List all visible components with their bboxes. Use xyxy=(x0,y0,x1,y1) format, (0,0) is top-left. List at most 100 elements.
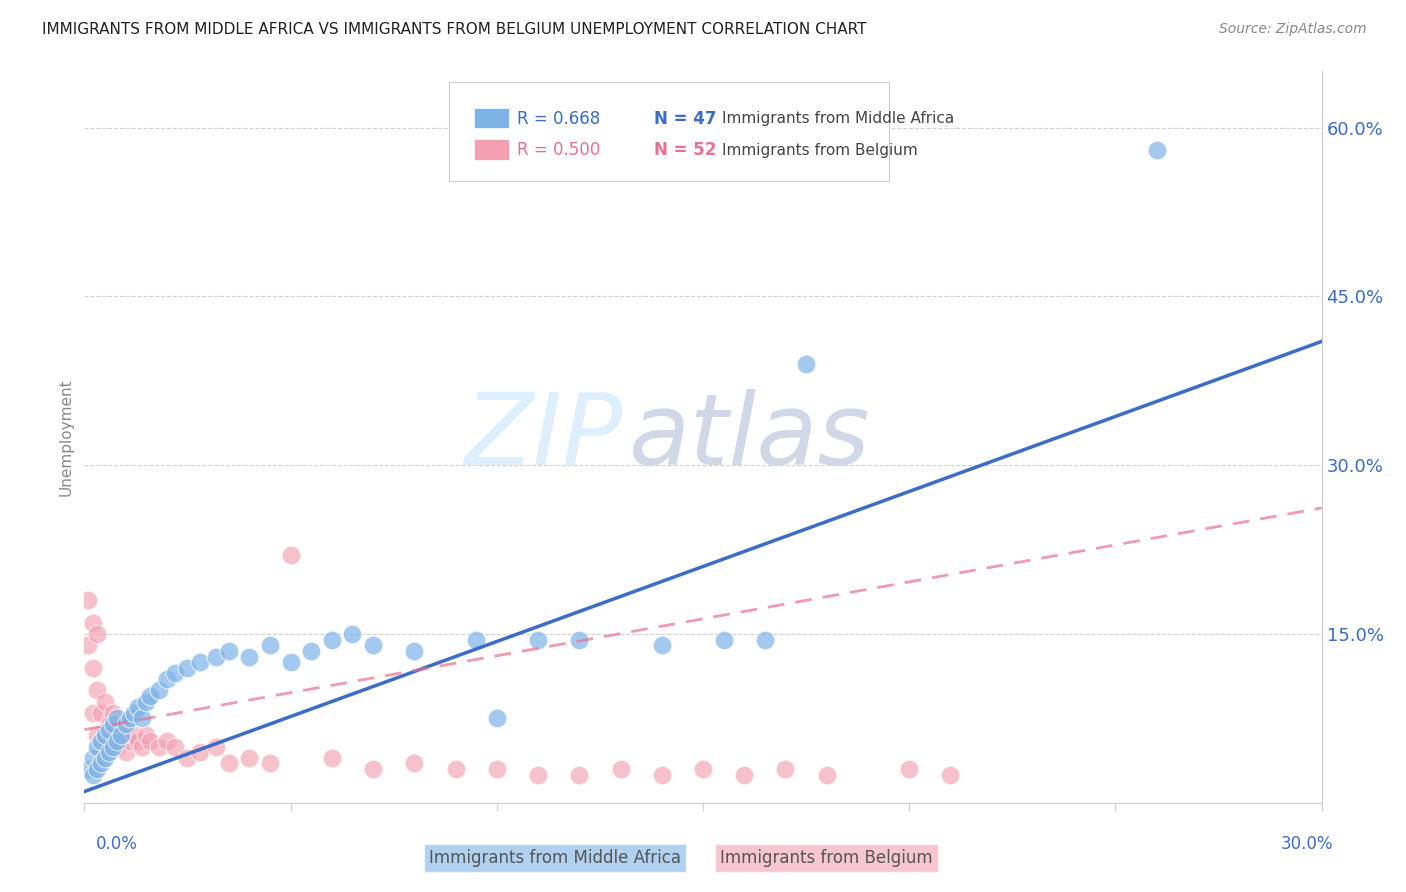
Point xyxy=(103,734,125,748)
Point xyxy=(815,767,838,781)
Point xyxy=(238,751,260,765)
Point xyxy=(176,661,198,675)
Point xyxy=(568,632,591,647)
Point xyxy=(86,739,108,754)
Point xyxy=(86,627,108,641)
Text: Immigrants from Belgium: Immigrants from Belgium xyxy=(720,848,934,867)
Point xyxy=(321,632,343,647)
Point xyxy=(131,739,153,754)
Point xyxy=(105,734,128,748)
Point xyxy=(299,644,322,658)
Point xyxy=(103,739,125,754)
Point xyxy=(98,745,121,759)
Text: IMMIGRANTS FROM MIDDLE AFRICA VS IMMIGRANTS FROM BELGIUM UNEMPLOYMENT CORRELATIO: IMMIGRANTS FROM MIDDLE AFRICA VS IMMIGRA… xyxy=(42,22,866,37)
Point xyxy=(259,638,281,652)
Text: Immigrants from Middle Africa: Immigrants from Middle Africa xyxy=(429,848,681,867)
Point xyxy=(775,762,797,776)
Point xyxy=(568,767,591,781)
Point xyxy=(176,751,198,765)
Point xyxy=(94,734,117,748)
Point xyxy=(527,767,550,781)
Point xyxy=(148,739,170,754)
Point xyxy=(86,762,108,776)
Point xyxy=(794,357,817,371)
Point xyxy=(82,767,104,781)
Point xyxy=(110,728,132,742)
Text: ZIP: ZIP xyxy=(464,389,623,485)
Point xyxy=(77,638,100,652)
Point xyxy=(404,644,426,658)
Point xyxy=(86,728,108,742)
Point xyxy=(651,638,673,652)
Point xyxy=(105,739,128,754)
Point xyxy=(127,700,149,714)
Point xyxy=(361,638,384,652)
Point xyxy=(754,632,776,647)
Point xyxy=(156,672,179,686)
Point xyxy=(485,762,508,776)
Point xyxy=(444,762,467,776)
Point xyxy=(98,717,121,731)
Point xyxy=(165,739,187,754)
Text: N = 47: N = 47 xyxy=(654,110,716,128)
Point xyxy=(105,711,128,725)
Point xyxy=(139,734,162,748)
Point xyxy=(131,711,153,725)
Text: Immigrants from Belgium: Immigrants from Belgium xyxy=(721,143,917,158)
Point xyxy=(110,717,132,731)
Bar xyxy=(474,139,509,160)
Point xyxy=(205,649,228,664)
Point xyxy=(280,655,302,669)
Point xyxy=(82,661,104,675)
Y-axis label: Unemployment: Unemployment xyxy=(58,378,73,496)
Point xyxy=(692,762,714,776)
Point xyxy=(90,734,112,748)
Point xyxy=(114,728,136,742)
Point xyxy=(321,751,343,765)
Point xyxy=(465,632,488,647)
Text: Immigrants from Middle Africa: Immigrants from Middle Africa xyxy=(721,112,953,127)
Text: Source: ZipAtlas.com: Source: ZipAtlas.com xyxy=(1219,22,1367,37)
Point xyxy=(118,711,141,725)
Point xyxy=(82,751,104,765)
Point xyxy=(280,548,302,562)
Point xyxy=(94,694,117,708)
Point xyxy=(90,706,112,720)
Point xyxy=(77,593,100,607)
Point xyxy=(139,689,162,703)
Point xyxy=(86,683,108,698)
Point xyxy=(135,728,157,742)
Point xyxy=(135,694,157,708)
Point xyxy=(188,745,211,759)
Point xyxy=(238,649,260,664)
Point xyxy=(485,711,508,725)
Point xyxy=(90,756,112,771)
Point xyxy=(90,739,112,754)
Text: R = 0.500: R = 0.500 xyxy=(517,141,600,160)
Point xyxy=(1146,143,1168,157)
Point xyxy=(404,756,426,771)
Point xyxy=(939,767,962,781)
Point xyxy=(103,717,125,731)
Point xyxy=(156,734,179,748)
Point xyxy=(188,655,211,669)
Point xyxy=(122,728,145,742)
Point xyxy=(105,723,128,737)
Point xyxy=(361,762,384,776)
Point xyxy=(77,762,100,776)
Point xyxy=(122,706,145,720)
FancyBboxPatch shape xyxy=(450,82,889,181)
Point xyxy=(98,739,121,754)
Point xyxy=(527,632,550,647)
Point xyxy=(94,751,117,765)
Text: 30.0%: 30.0% xyxy=(1281,835,1333,853)
Point xyxy=(114,745,136,759)
Point xyxy=(148,683,170,698)
Point xyxy=(733,767,755,781)
Text: 0.0%: 0.0% xyxy=(96,835,138,853)
Point xyxy=(94,728,117,742)
Point xyxy=(218,756,240,771)
Point xyxy=(82,706,104,720)
Point xyxy=(205,739,228,754)
Text: N = 52: N = 52 xyxy=(654,141,716,160)
